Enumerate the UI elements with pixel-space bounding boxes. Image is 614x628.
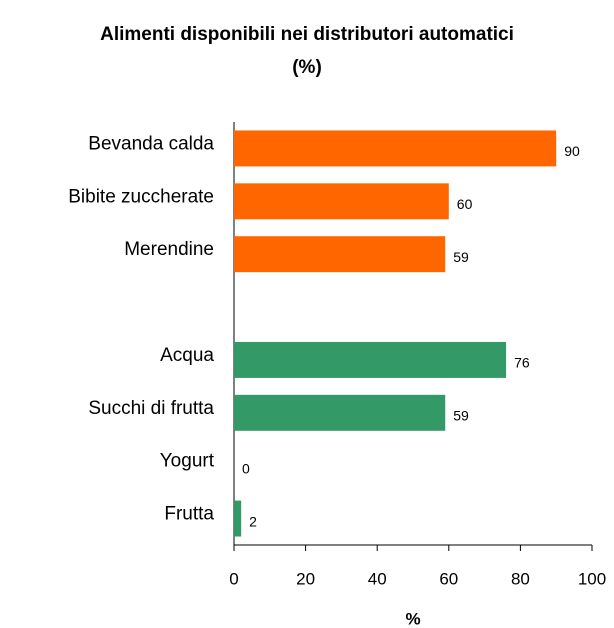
- bar: [234, 236, 446, 273]
- chart-title: (%): [292, 57, 322, 78]
- y-tick-label: Merendine: [124, 239, 214, 260]
- y-tick-label: Frutta: [164, 504, 214, 525]
- data-label: 90: [564, 143, 580, 159]
- data-label: 59: [453, 408, 469, 424]
- data-label: 76: [514, 355, 530, 371]
- bar: [234, 341, 507, 378]
- chart-title: Alimenti disponibili nei distributori au…: [100, 24, 514, 45]
- x-tick-label: 80: [511, 569, 530, 588]
- x-tick-label: 60: [439, 569, 458, 588]
- y-tick-label: Acqua: [160, 345, 214, 366]
- x-tick-label: 20: [296, 569, 315, 588]
- data-label: 0: [242, 460, 250, 476]
- y-tick-label: Succhi di frutta: [88, 398, 214, 419]
- y-tick-label: Yogurt: [160, 451, 215, 472]
- data-label: 59: [453, 249, 469, 265]
- bar: [234, 183, 449, 220]
- x-axis-label: %: [405, 609, 420, 628]
- y-tick-label: Bibite zuccherate: [68, 186, 214, 207]
- bar: [234, 130, 557, 167]
- x-tick-label: 0: [229, 569, 238, 588]
- data-label: 60: [457, 196, 473, 212]
- bar: [234, 500, 242, 537]
- x-tick-label: 100: [578, 569, 606, 588]
- x-tick-label: 40: [368, 569, 387, 588]
- y-tick-label: Bevanda calda: [88, 133, 214, 154]
- data-label: 2: [249, 513, 257, 529]
- bar: [234, 394, 446, 431]
